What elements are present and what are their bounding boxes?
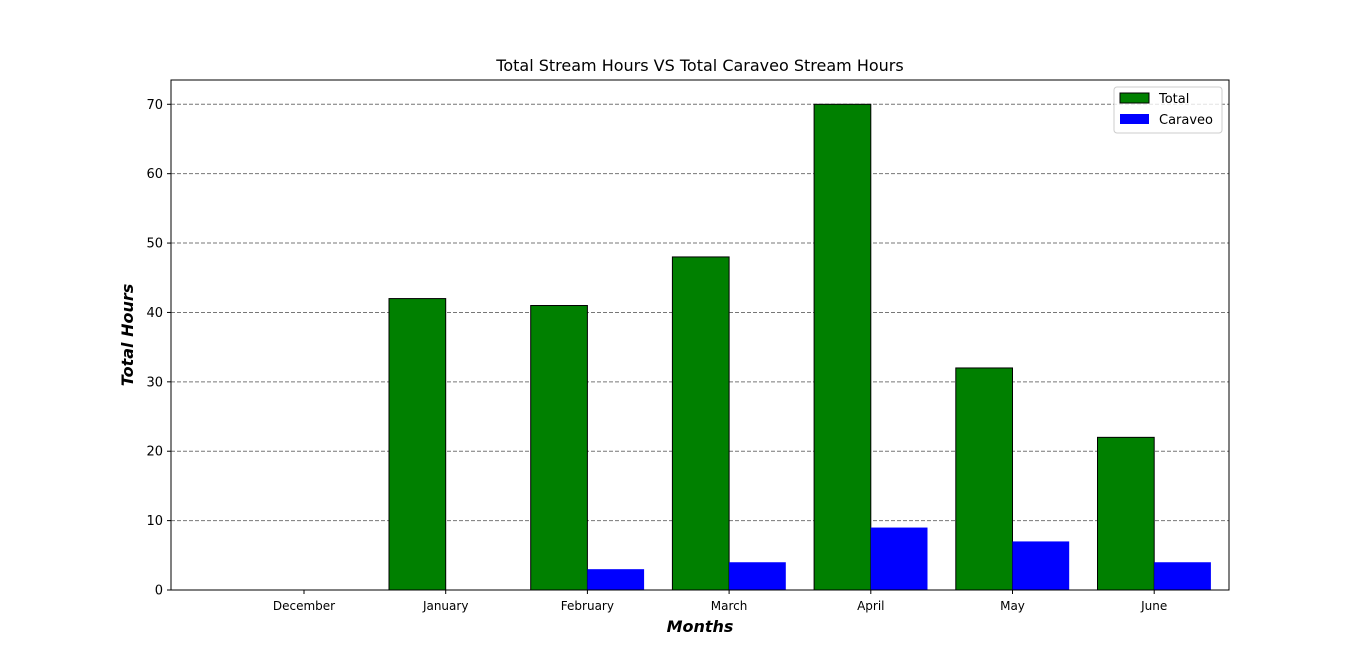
legend-swatch-total — [1119, 92, 1150, 104]
x-tick-label-february: February — [561, 599, 614, 613]
x-axis-ticks: December January February March April May June — [273, 590, 1167, 613]
y-tick-label-0: 0 — [155, 584, 163, 599]
x-axis-label: Months — [667, 617, 734, 636]
y-tick-label-70: 70 — [146, 98, 163, 113]
y-tick-label-60: 60 — [146, 167, 163, 182]
bar-total-may — [955, 367, 1013, 591]
y-tick-label-30: 30 — [146, 375, 163, 390]
x-tick-label-april: April — [857, 599, 884, 613]
legend-label-total: Total — [1158, 92, 1189, 107]
bars — [388, 103, 1211, 591]
bar-caraveo-april — [870, 527, 928, 590]
legend-swatch-caraveo — [1120, 114, 1149, 124]
chart-title: Total Stream Hours VS Total Caraveo Stre… — [495, 56, 903, 75]
bar-caraveo-february — [587, 569, 645, 590]
x-tick-label-may: May — [1000, 599, 1025, 613]
y-tick-label-10: 10 — [146, 514, 163, 529]
bar-total-march — [671, 256, 730, 591]
x-tick-label-june: June — [1140, 599, 1167, 613]
x-tick-label-january: January — [422, 599, 469, 613]
legend-label-caraveo: Caraveo — [1159, 113, 1213, 128]
y-tick-label-40: 40 — [146, 306, 163, 321]
x-tick-label-december: December — [273, 599, 335, 613]
bar-caraveo-march — [729, 562, 786, 590]
y-tick-label-20: 20 — [146, 445, 163, 460]
y-tick-label-50: 50 — [146, 237, 163, 252]
bar-total-february — [530, 305, 588, 591]
y-axis-label: Total Hours — [118, 284, 137, 387]
legend: Total Caraveo — [1113, 86, 1223, 134]
bar-total-january — [388, 298, 447, 591]
y-axis-ticks: 0 10 20 30 40 50 60 70 — [146, 98, 171, 599]
bar-total-april — [813, 103, 872, 591]
bar-caraveo-june — [1154, 562, 1211, 590]
plot-frame — [170, 79, 1230, 591]
bar-caraveo-may — [1012, 541, 1070, 590]
x-tick-label-march: March — [711, 599, 748, 613]
bar-total-june — [1097, 436, 1155, 591]
